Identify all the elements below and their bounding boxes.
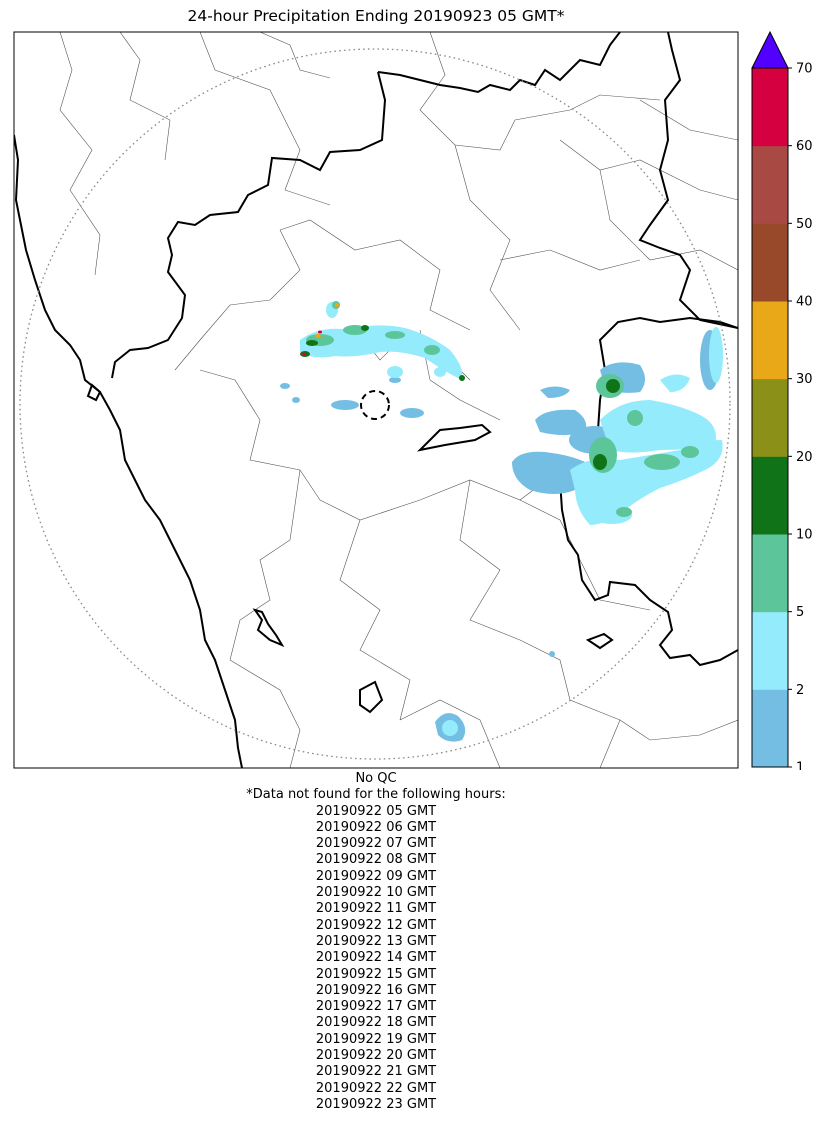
map-frame: [13, 31, 739, 769]
missing-hour-item: 20190922 18 GMT: [315, 1015, 437, 1031]
precipitation-field: [280, 301, 723, 742]
colorbar-tick-label: 2: [796, 683, 804, 698]
colorbar-segment: [752, 378, 788, 457]
missing-hour-item: 20190922 12 GMT: [315, 917, 437, 933]
missing-hour-item: 20190922 11 GMT: [315, 901, 437, 917]
notes-block: No QC *Data not found for the following …: [14, 771, 738, 1113]
missing-hour-item: 20190922 14 GMT: [315, 950, 437, 966]
colorbar-segment: [752, 611, 788, 690]
missing-hour-item: 20190922 08 GMT: [315, 852, 437, 868]
colorbar-tick-label: 30: [796, 372, 813, 387]
qc-note: No QC: [355, 771, 397, 786]
missing-hour-item: 20190922 13 GMT: [315, 933, 437, 949]
chart-title: 24-hour Precipitation Ending 20190923 05…: [187, 7, 565, 25]
colorbar-tick-label: 60: [796, 139, 813, 154]
map-panel: [14, 32, 738, 768]
missing-hour-item: 20190922 10 GMT: [315, 885, 437, 901]
missing-hour-item: 20190922 20 GMT: [315, 1048, 437, 1064]
missing-hours-list: 20190922 05 GMT 20190922 06 GMT 20190922 0…: [14, 804, 738, 1114]
missing-hour-item: 20190922 09 GMT: [315, 868, 437, 884]
missing-hour-item: 20190922 07 GMT: [315, 836, 437, 852]
radar-site-marker: [360, 390, 390, 420]
colorbar-extend-arrow: [751, 30, 789, 69]
colorbar-tick-label: 50: [796, 217, 813, 232]
radar-range-ring: [19, 48, 731, 760]
colorbar-frame: [751, 67, 789, 768]
colorbar-segment: [752, 689, 788, 768]
missing-hour-item: 20190922 21 GMT: [315, 1064, 437, 1080]
colorbar-tick-label: 40: [796, 295, 813, 310]
colorbar-tick-label: 1: [796, 761, 804, 771]
missing-hour-item: 20190922 15 GMT: [315, 966, 437, 982]
missing-hour-item: 20190922 23 GMT: [315, 1096, 437, 1112]
state-boundaries: [14, 32, 738, 768]
missing-hour-item: 20190922 22 GMT: [315, 1080, 437, 1096]
colorbar-segment: [752, 145, 788, 224]
missing-hour-item: 20190922 19 GMT: [315, 1031, 437, 1047]
missing-hour-item: 20190922 06 GMT: [315, 819, 437, 835]
colorbar-segment: [752, 301, 788, 380]
colorbar-segment: [752, 456, 788, 535]
colorbar-segment: [752, 68, 788, 147]
missing-hour-item: 20190922 16 GMT: [315, 982, 437, 998]
colorbar: 1 2 5 10 20 30 40 50 60 70: [751, 30, 813, 771]
missing-hours-header: *Data not found for the following hours:: [246, 787, 506, 803]
colorbar-segment: [752, 534, 788, 613]
missing-hour-item: 20190922 05 GMT: [315, 803, 437, 819]
missing-hour-item: 20190922 17 GMT: [315, 999, 437, 1015]
colorbar-tick-label: 5: [796, 605, 804, 620]
colorbar-tick-label: 70: [796, 62, 813, 77]
precipitation-map-figure: 1 2 5 10 20 30 40 50 60 70: [13, 30, 813, 771]
colorbar-tick-label: 20: [796, 450, 813, 465]
colorbar-tick-label: 10: [796, 528, 813, 543]
colorbar-segment: [752, 223, 788, 302]
